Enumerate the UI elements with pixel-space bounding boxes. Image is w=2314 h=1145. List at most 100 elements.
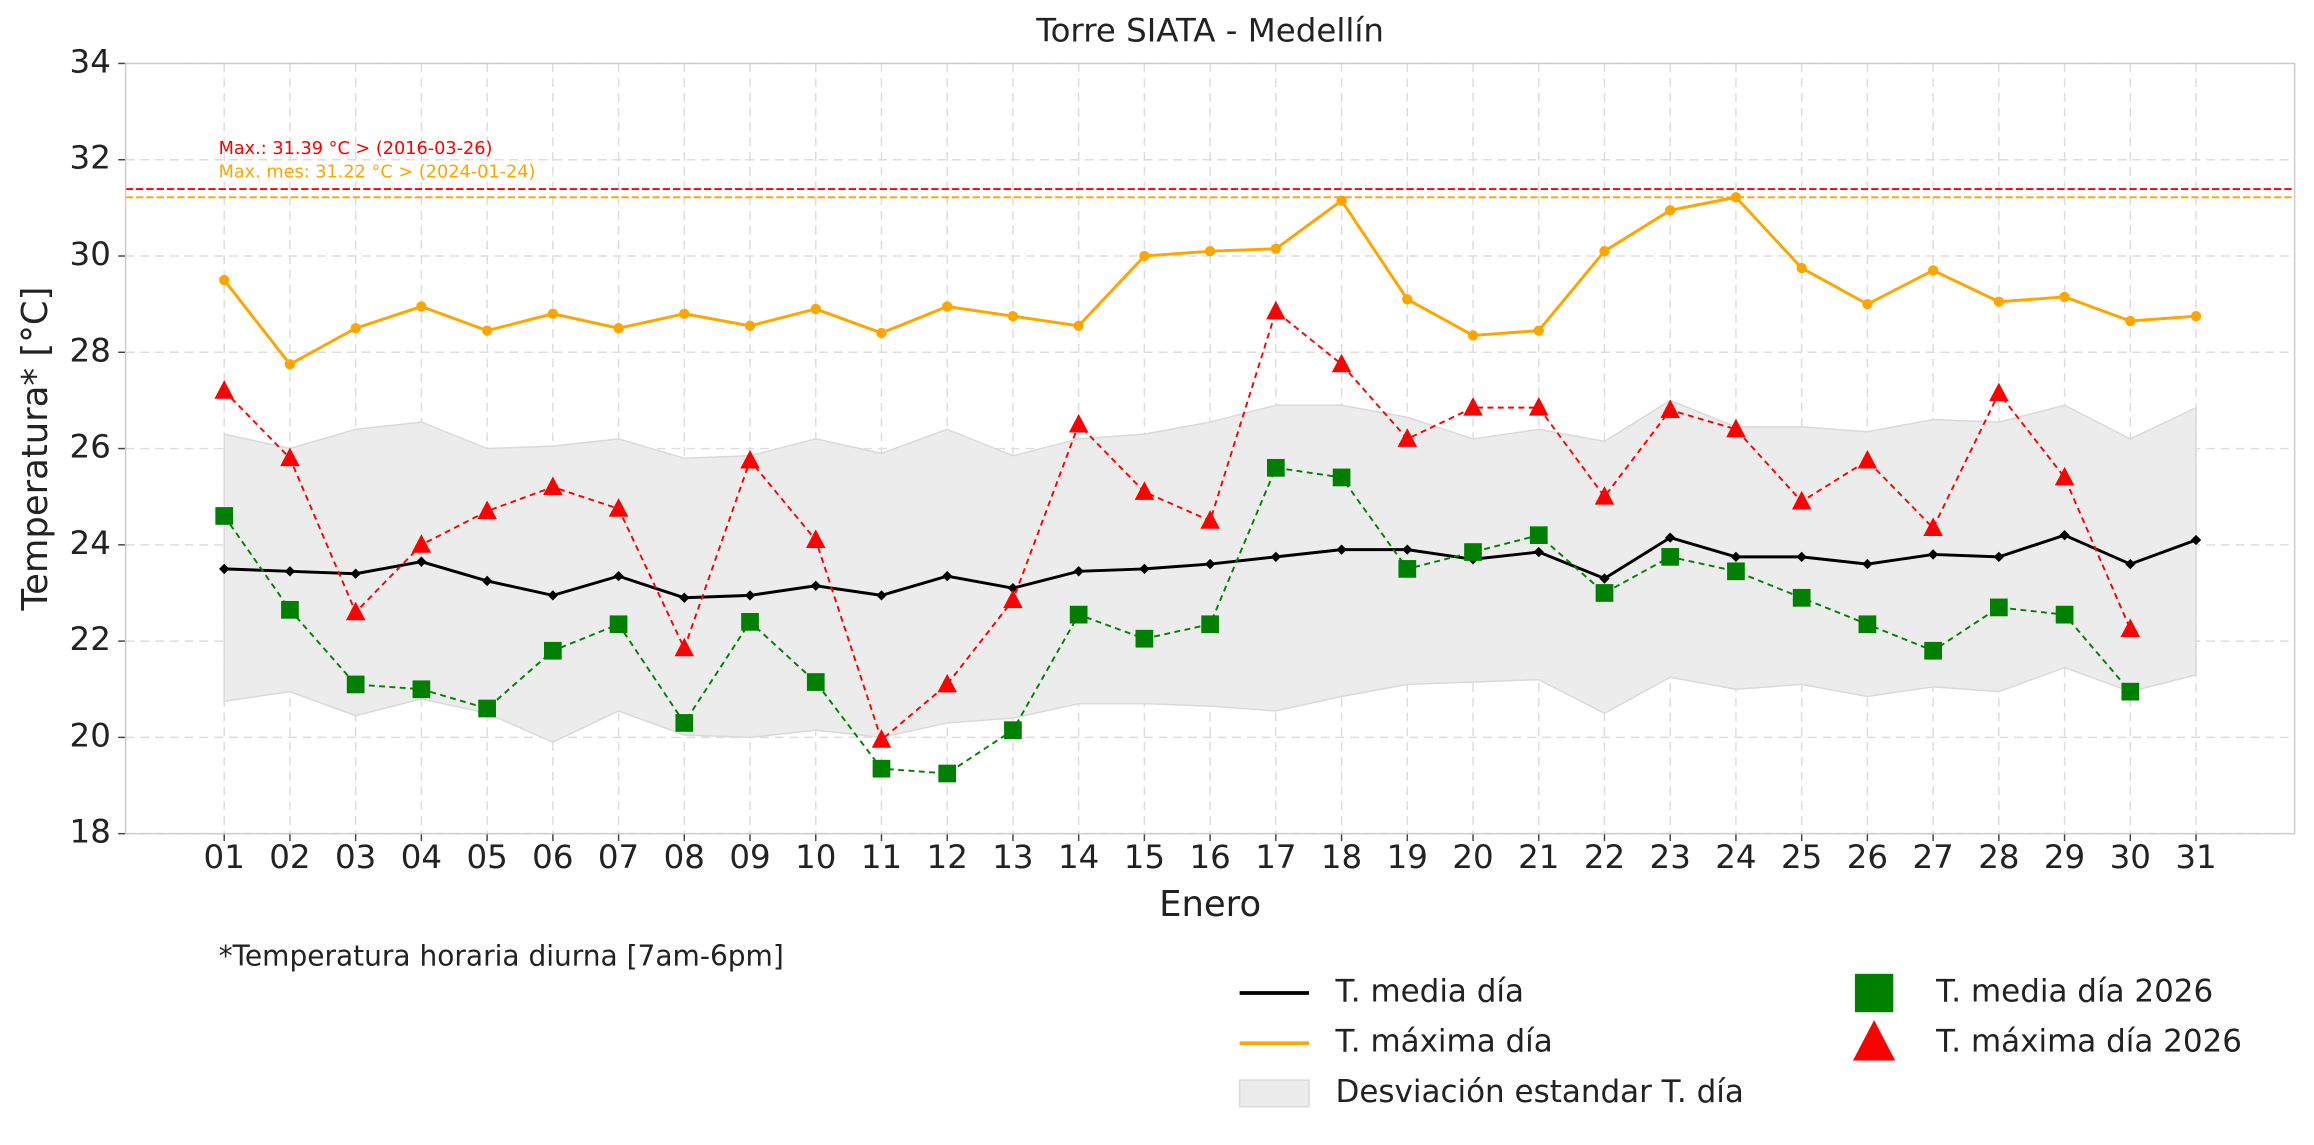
point	[481, 325, 493, 336]
point	[1661, 548, 1680, 566]
point	[1266, 300, 1286, 320]
point	[942, 570, 953, 582]
point	[2055, 605, 2074, 624]
legend-label: T. media día 2026	[1935, 974, 2213, 1010]
point	[2120, 618, 2141, 638]
point	[1927, 265, 1939, 276]
point	[2059, 530, 2070, 541]
point	[1402, 294, 1413, 305]
x-tick-label: 24	[1715, 838, 1756, 876]
point	[744, 320, 756, 331]
y-tick-label: 24	[70, 524, 111, 562]
point	[2054, 466, 2075, 486]
point	[219, 563, 230, 575]
point	[416, 301, 427, 312]
point	[1730, 192, 1742, 203]
point	[1533, 546, 1544, 558]
y-tick-label: 34	[70, 42, 111, 80]
x-axis-label: Enero	[1159, 884, 1261, 925]
point	[1004, 721, 1022, 740]
point	[1854, 973, 1894, 1013]
point	[1727, 562, 1745, 581]
point	[1073, 320, 1084, 331]
x-tick-label: 05	[466, 838, 507, 876]
point	[1135, 629, 1154, 648]
point	[806, 529, 826, 548]
x-tick-label: 25	[1781, 838, 1822, 876]
point	[1853, 1020, 1896, 1061]
legend-label: Desviación estandar T. día	[1336, 1074, 1744, 1110]
x-tick-label: 09	[729, 838, 770, 876]
point	[1204, 558, 1216, 570]
point	[1139, 250, 1150, 262]
x-tick-label: 26	[1847, 838, 1888, 876]
point	[613, 323, 624, 334]
y-tick-label: 26	[70, 428, 111, 466]
x-tick-label: 12	[927, 838, 968, 876]
x-tick-label: 16	[1189, 838, 1230, 876]
point	[1857, 449, 1878, 469]
legend-label: T. máxima día 2026	[1935, 1024, 2242, 1060]
point	[1599, 573, 1610, 584]
point	[219, 274, 230, 286]
point	[543, 476, 563, 496]
point	[2190, 311, 2202, 322]
point	[412, 680, 431, 699]
point	[744, 590, 756, 601]
x-tick-label: 03	[335, 838, 376, 876]
point	[350, 568, 361, 579]
x-tick-label: 11	[861, 838, 902, 876]
point	[1336, 544, 1347, 555]
plot-frame	[124, 62, 2296, 835]
point	[1003, 589, 1023, 609]
point	[284, 359, 296, 370]
point	[1332, 468, 1351, 487]
point	[1796, 262, 1807, 274]
point	[1200, 510, 1220, 529]
point	[547, 590, 559, 601]
point	[280, 447, 300, 467]
point	[1398, 560, 1417, 578]
point	[214, 380, 234, 399]
point	[481, 575, 493, 587]
series-line	[223, 195, 2197, 367]
point	[1397, 428, 1418, 447]
point	[675, 714, 694, 732]
x-tick-label: 01	[204, 838, 245, 876]
point	[1792, 588, 1811, 607]
point	[1595, 584, 1614, 602]
reference-label: Max. mes: 31.22 °C > (2024-01-24)	[219, 163, 536, 183]
x-tick-label: 23	[1650, 838, 1691, 876]
point	[2121, 682, 2140, 701]
chart-title: Torre SIATA - Medellín	[1035, 11, 1384, 49]
point	[1726, 418, 1746, 438]
point	[1924, 641, 1942, 660]
legend-label: T. máxima día	[1335, 1024, 1553, 1060]
legend-swatch	[1238, 1079, 1310, 1108]
point	[1923, 517, 1943, 536]
point	[871, 729, 892, 748]
x-tick-label: 02	[269, 838, 310, 876]
x-tick-label: 15	[1124, 838, 1165, 876]
point	[876, 327, 887, 339]
point	[1331, 353, 1352, 373]
footnote: *Temperatura horaria diurna [7am-6pm]	[219, 940, 784, 973]
point	[1529, 526, 1548, 545]
y-axis-label: Temperatura* [°C]	[15, 287, 56, 612]
y-tick-label: 18	[70, 813, 111, 851]
point	[411, 534, 432, 553]
point	[1660, 399, 1680, 419]
y-tick-label: 32	[70, 139, 111, 177]
point	[942, 301, 953, 312]
reference-label: Max.: 31.39 °C > (2016-03-26)	[219, 139, 493, 159]
x-tick-label: 30	[2110, 838, 2151, 876]
y-tick-label: 22	[70, 620, 111, 658]
x-tick-label: 28	[1978, 838, 2019, 876]
point	[1069, 605, 1088, 624]
point	[1791, 490, 1812, 510]
point	[810, 303, 821, 315]
point	[1665, 205, 1676, 216]
point	[1989, 598, 2008, 617]
x-tick-label: 06	[532, 838, 573, 876]
point	[478, 699, 496, 718]
